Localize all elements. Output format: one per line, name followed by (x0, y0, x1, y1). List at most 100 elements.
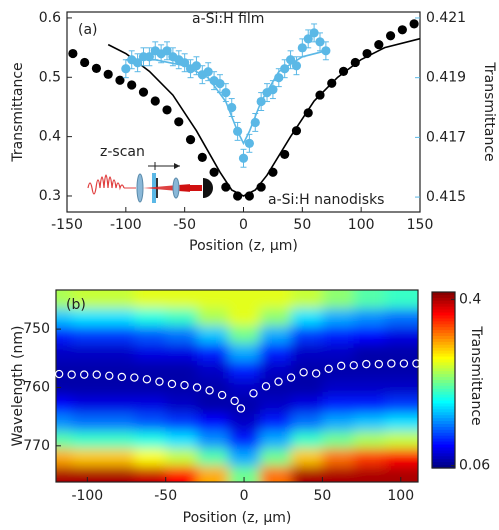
data-point (162, 105, 172, 115)
heatmap-cell (228, 290, 261, 310)
heatmap-cell (56, 431, 73, 450)
colorbar-step (432, 415, 455, 419)
data-point (321, 46, 331, 56)
marker (67, 370, 76, 379)
fit-line (107, 37, 421, 197)
heatmap-cell (385, 290, 417, 310)
heatmap-cell (291, 343, 323, 362)
colorbar-step (432, 330, 455, 334)
y-tick-label: 750 (23, 321, 50, 337)
heatmap-cell (56, 413, 73, 432)
marker (80, 370, 89, 379)
y-tick-label: 0.5 (39, 69, 61, 85)
colorbar-step (432, 462, 455, 466)
marker (117, 372, 127, 382)
x-tick-label: -100 (110, 217, 142, 233)
heatmap-cell (56, 396, 73, 415)
plot-frame (55, 289, 419, 483)
heatmap-cell (291, 396, 323, 415)
colorbar-step (432, 350, 455, 355)
y-tick-label: 0.4 (39, 129, 61, 145)
data-point (280, 149, 290, 160)
heatmap-cell (416, 413, 418, 432)
heatmap-cell (165, 326, 198, 345)
y-tick-label: 0.3 (39, 188, 61, 204)
colorbar-step (432, 315, 455, 319)
heatmap-cell (416, 290, 418, 310)
heatmap-cell (165, 466, 198, 482)
x-tick-label: -50 (173, 217, 196, 233)
colorbar-step (432, 406, 455, 410)
data-point (315, 37, 325, 47)
heatmap-cell (291, 290, 323, 310)
heatmap-cell (353, 290, 386, 310)
heatmap-cell (134, 343, 167, 362)
colorbar-step (432, 435, 455, 440)
x-tick-label: -50 (154, 488, 177, 504)
heatmap-cell (165, 308, 198, 327)
heatmap-cell (103, 326, 135, 345)
colorbar-step (432, 312, 455, 317)
heatmap-cell (134, 290, 167, 310)
data-point (256, 182, 266, 192)
data-point (285, 55, 296, 65)
y-tick-label: 760 (23, 379, 50, 395)
data-point (197, 152, 207, 163)
colorbar-step (432, 309, 455, 314)
heatmap-cell (353, 431, 386, 450)
colorbar-step (432, 321, 455, 325)
colorbar-step (432, 409, 455, 413)
marker (167, 379, 177, 389)
heatmap-cell (291, 466, 323, 482)
heatmap-cell (134, 431, 167, 450)
heatmap-cell (197, 343, 229, 362)
heatmap-cell (165, 396, 198, 415)
x-tick-label: 50 (313, 488, 331, 504)
colorbar-step (432, 303, 455, 308)
data-point (409, 19, 419, 29)
data-point (185, 134, 196, 145)
heatmap-cell (56, 343, 73, 362)
heatmap-cell (228, 396, 261, 415)
heatmap-cell (197, 448, 229, 467)
colorbar-step (432, 318, 455, 322)
heatmap-cell (385, 378, 417, 397)
data-point (291, 126, 302, 136)
heatmap-cell (197, 396, 229, 415)
marker (349, 361, 358, 370)
marker (230, 396, 239, 406)
colorbar-step (432, 371, 455, 375)
y2-tick-label: 0.421 (426, 10, 466, 26)
colorbar-step (432, 447, 455, 451)
colorbar-step (432, 432, 455, 437)
data-point (250, 117, 260, 128)
marker (54, 369, 64, 379)
data-point (374, 40, 384, 50)
heatmap-cell (103, 396, 135, 415)
heatmap-cell (291, 378, 323, 397)
marker (324, 364, 333, 373)
colorbar-step (432, 397, 455, 402)
heatmap-cell (134, 413, 167, 432)
heatmap-cell (385, 396, 417, 415)
colorbar-step (432, 444, 455, 449)
data-point (362, 48, 372, 59)
marker (299, 368, 308, 377)
series-label: a-Si:H film (192, 11, 264, 27)
heatmap-cell (228, 378, 261, 397)
colorbar-step (432, 344, 455, 349)
heatmap-cell (385, 431, 417, 450)
heatmap-cell (165, 343, 198, 362)
heatmap-cell (416, 308, 418, 327)
x-tick-label: -150 (51, 217, 83, 233)
heatmap-cell (353, 413, 386, 432)
marker (205, 386, 214, 395)
heatmap-cell (385, 448, 417, 467)
heatmap-cell (103, 448, 135, 467)
heatmap-cell (71, 343, 104, 362)
heatmap-cell (322, 326, 355, 345)
data-point (221, 87, 231, 98)
data-point (191, 61, 202, 71)
heatmap-cell (56, 290, 73, 310)
heatmap-cell (353, 448, 386, 467)
